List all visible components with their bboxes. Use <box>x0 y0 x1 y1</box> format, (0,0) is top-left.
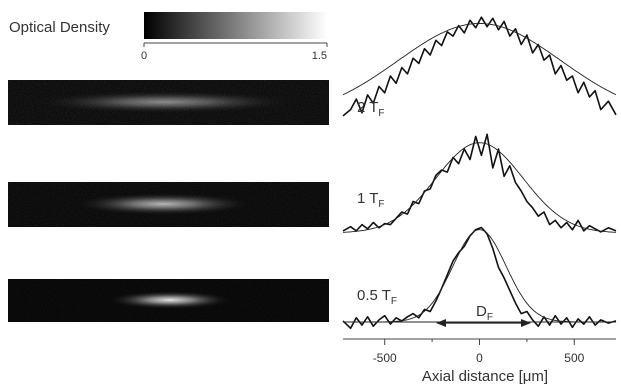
x-tick-label: 0 <box>476 351 483 365</box>
x-tick-label: 500 <box>564 351 584 365</box>
x-ticks: -500 0 500 <box>373 339 585 365</box>
x-tick-label: -500 <box>373 351 397 365</box>
profile-fit-2tf <box>342 23 617 96</box>
x-axis-title: Axial distance [μm] <box>422 368 548 385</box>
temp-label-05tf: 0.5 TF <box>357 287 397 307</box>
profile-data-2tf <box>342 16 617 117</box>
temp-label-2tf: 2 TF <box>357 99 385 119</box>
absorption-image-2tf <box>8 80 329 125</box>
absorption-image-1tf <box>8 182 329 227</box>
fermi-diameter-label: DF <box>476 303 493 323</box>
temp-label-1tf: 1 TF <box>357 190 385 210</box>
fermi-diameter-arrow <box>436 319 531 327</box>
profile-data-05tf <box>342 226 617 330</box>
profile-plot <box>342 16 617 330</box>
absorption-image-05tf <box>8 279 329 322</box>
profile-data-1tf <box>342 133 617 233</box>
profile-fit-1tf <box>343 142 616 233</box>
colorbar-label: Optical Density <box>9 19 110 36</box>
colorbar-min-label: 0 <box>141 50 147 62</box>
colorbar-gradient <box>144 12 327 39</box>
colorbar-max-label: 1.5 <box>312 50 327 62</box>
